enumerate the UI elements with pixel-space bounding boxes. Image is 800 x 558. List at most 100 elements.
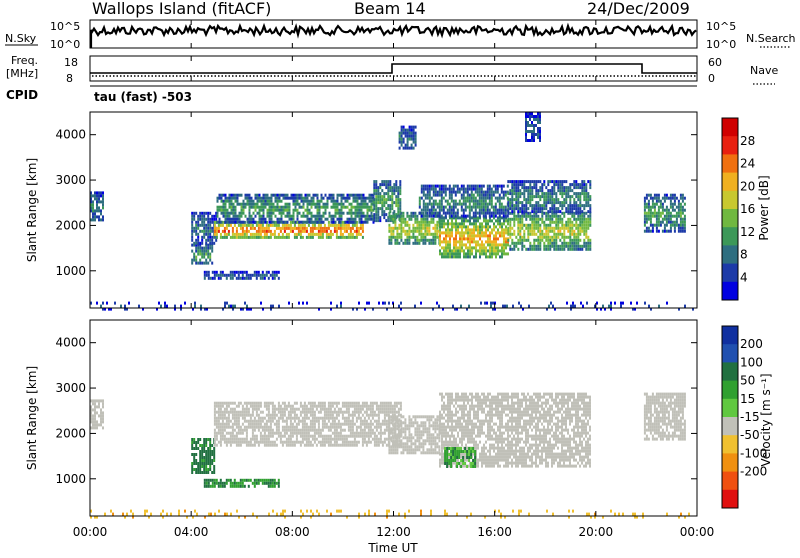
data-cell bbox=[270, 432, 272, 435]
data-cell bbox=[670, 206, 672, 209]
data-cell bbox=[395, 183, 397, 186]
data-cell bbox=[264, 435, 266, 438]
data-cell bbox=[587, 192, 589, 195]
data-cell bbox=[252, 423, 254, 426]
data-cell bbox=[523, 233, 525, 236]
data-cell bbox=[292, 227, 294, 230]
data-cell bbox=[216, 227, 218, 230]
data-cell bbox=[400, 302, 402, 305]
data-cell bbox=[259, 209, 261, 212]
data-cell bbox=[224, 227, 226, 230]
data-cell bbox=[346, 435, 348, 438]
data-cell bbox=[358, 426, 360, 429]
data-cell bbox=[434, 236, 436, 239]
data-cell bbox=[254, 438, 256, 441]
data-cell bbox=[420, 233, 422, 236]
data-cell bbox=[505, 237, 507, 240]
data-cell bbox=[207, 233, 209, 236]
data-cell bbox=[282, 227, 284, 230]
data-cell bbox=[98, 414, 100, 417]
data-cell bbox=[367, 197, 369, 200]
data-cell bbox=[92, 209, 94, 212]
data-cell bbox=[387, 204, 389, 207]
data-cell bbox=[373, 186, 375, 189]
data-cell bbox=[269, 215, 271, 218]
data-cell bbox=[120, 305, 122, 308]
data-cell bbox=[294, 417, 296, 420]
data-cell bbox=[373, 213, 375, 216]
data-cell bbox=[273, 209, 275, 212]
data-cell bbox=[102, 206, 104, 209]
data-cell bbox=[377, 201, 379, 204]
data-cell bbox=[553, 233, 555, 236]
data-cell bbox=[519, 221, 521, 224]
data-cell bbox=[252, 414, 254, 417]
data-cell bbox=[503, 222, 505, 225]
data-cell bbox=[457, 255, 459, 258]
data-cell bbox=[356, 227, 358, 230]
data-cell bbox=[254, 441, 256, 444]
data-cell bbox=[211, 444, 213, 447]
data-cell bbox=[656, 230, 658, 233]
data-cell bbox=[465, 225, 467, 228]
data-cell bbox=[355, 200, 357, 203]
data-cell bbox=[284, 230, 286, 233]
data-cell bbox=[311, 215, 313, 218]
data-cell bbox=[565, 192, 567, 195]
data-cell bbox=[376, 435, 378, 438]
data-cell bbox=[299, 206, 301, 209]
data-cell bbox=[236, 414, 238, 417]
data-cell bbox=[206, 274, 208, 277]
data-cell bbox=[551, 192, 553, 195]
data-cell bbox=[427, 185, 429, 188]
data-cell bbox=[459, 203, 461, 206]
data-cell bbox=[92, 420, 94, 423]
data-cell bbox=[670, 218, 672, 221]
data-cell bbox=[517, 233, 519, 236]
data-cell bbox=[362, 224, 364, 227]
data-cell bbox=[553, 242, 555, 245]
data-cell bbox=[378, 414, 380, 417]
data-cell bbox=[539, 130, 541, 133]
data-cell bbox=[234, 441, 236, 444]
data-cell bbox=[521, 236, 523, 239]
data-cell bbox=[252, 233, 254, 236]
data-cell bbox=[453, 237, 455, 240]
data-cell bbox=[356, 417, 358, 420]
data-cell bbox=[447, 231, 449, 234]
data-cell bbox=[197, 236, 199, 239]
data-cell bbox=[569, 218, 571, 221]
data-cell bbox=[367, 206, 369, 209]
data-cell bbox=[577, 210, 579, 213]
data-cell bbox=[431, 209, 433, 212]
data-cell bbox=[211, 250, 213, 253]
data-cell bbox=[504, 305, 506, 308]
data-cell bbox=[610, 305, 612, 308]
data-cell bbox=[521, 242, 523, 245]
data-cell bbox=[531, 207, 533, 210]
data-cell bbox=[445, 243, 447, 246]
data-cell bbox=[455, 222, 457, 225]
data-cell bbox=[254, 405, 256, 408]
data-cell bbox=[364, 405, 366, 408]
data-cell bbox=[342, 224, 344, 227]
data-cell bbox=[302, 227, 304, 230]
data-cell bbox=[98, 423, 100, 426]
data-cell bbox=[503, 243, 505, 246]
data-cell bbox=[342, 405, 344, 408]
data-cell bbox=[372, 402, 374, 405]
data-cell bbox=[285, 203, 287, 206]
data-cell bbox=[350, 414, 352, 417]
data-cell bbox=[374, 441, 376, 444]
data-cell bbox=[263, 206, 265, 209]
data-cell bbox=[497, 197, 499, 200]
data-cell bbox=[320, 402, 322, 405]
data-cell bbox=[203, 227, 205, 230]
data-cell bbox=[302, 411, 304, 414]
data-cell bbox=[487, 228, 489, 231]
data-cell bbox=[587, 198, 589, 201]
data-cell bbox=[255, 209, 257, 212]
data-cell bbox=[495, 209, 497, 212]
data-cell bbox=[250, 438, 252, 441]
data-cell bbox=[535, 239, 537, 242]
